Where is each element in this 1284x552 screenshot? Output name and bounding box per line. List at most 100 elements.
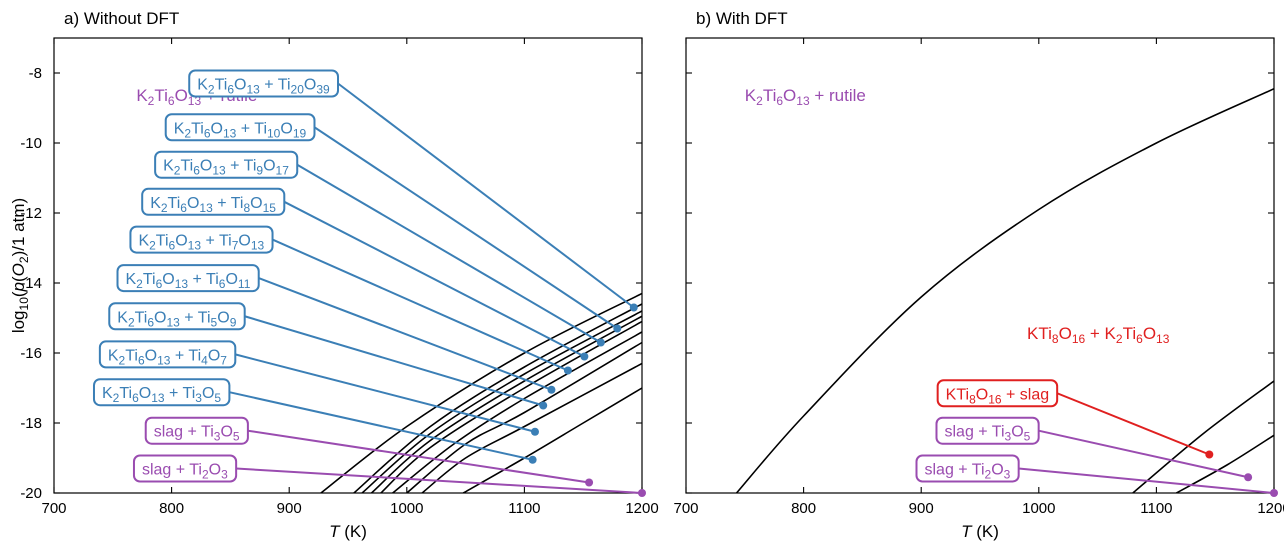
y-tick-label: -12	[20, 205, 42, 222]
leader-line	[1018, 467, 1275, 494]
data-marker	[613, 324, 622, 333]
x-tick-label: 700	[673, 500, 698, 517]
leader-line	[313, 126, 618, 330]
callout-text: K2Ti6O13 + Ti6O11	[126, 271, 251, 291]
x-tick-label: 900	[909, 500, 934, 517]
y-tick-label: -14	[20, 275, 42, 292]
phase-boundary-line	[1132, 380, 1274, 493]
phase-boundary-line	[462, 387, 642, 493]
phase-boundary-line	[353, 303, 642, 493]
region-label: KTi8O16 + K2Ti6O13	[1027, 324, 1170, 346]
data-marker	[547, 385, 556, 394]
callout-box	[164, 113, 316, 142]
phase-boundary-line	[320, 292, 642, 493]
callout-box	[92, 378, 231, 407]
x-axis-label: T (K)	[329, 522, 367, 541]
phase-boundary-line	[735, 88, 1274, 493]
callout-label: K2Ti6O13 + Ti20O39	[188, 69, 340, 98]
leader-line	[235, 353, 536, 433]
x-tick-label: 1100	[508, 500, 540, 517]
x-tick-label: 900	[277, 500, 302, 517]
callout-box	[116, 264, 260, 293]
plot-frame	[685, 37, 1275, 494]
data-marker	[1205, 450, 1214, 459]
phase-boundary-line	[406, 341, 642, 493]
leader-line	[296, 163, 602, 344]
callout-text: slag + Ti3O5	[944, 424, 1030, 444]
x-tick-label: 1200	[625, 500, 658, 517]
curves	[320, 292, 642, 493]
callout-label: K2Ti6O13 + Ti9O17	[154, 150, 299, 179]
panel-a: a) Without DFT 700 800 900 1000 1100 1200 -8 -10…	[9, 9, 659, 541]
panel-title: b) With DFT	[696, 9, 788, 28]
curves	[735, 88, 1274, 493]
x-tick-label: 800	[791, 500, 816, 517]
leader-line	[1056, 392, 1210, 456]
callout-text: K2Ti6O13 + Ti7O13	[138, 233, 264, 253]
data-marker	[596, 338, 605, 347]
callout-label: slag + Ti2O3	[132, 454, 238, 483]
callout-text: K2Ti6O13 + Ti20O39	[197, 77, 330, 97]
callout-label: K2Ti6O13 + Ti8O15	[141, 187, 286, 216]
data-marker	[580, 352, 589, 361]
callout-label: K2Ti6O13 + Ti7O13	[129, 225, 274, 254]
data-marker	[585, 478, 594, 487]
callout-box	[936, 379, 1059, 408]
callout-label: K2Ti6O13 + Ti4O7	[98, 340, 237, 369]
callout-label: slag + Ti3O5	[144, 416, 249, 445]
callout-box	[98, 340, 237, 369]
leader-line	[236, 467, 643, 494]
leader-line	[247, 429, 590, 484]
callout-box	[141, 187, 286, 216]
y-tick-label: -18	[20, 415, 42, 432]
callout-text: slag + Ti2O3	[142, 462, 228, 482]
callout-box	[188, 69, 340, 98]
callout-label: KTi8O16 + slag	[936, 379, 1059, 408]
data-marker	[563, 366, 572, 375]
callout-text: slag + Ti2O3	[924, 462, 1010, 482]
leader-line	[1038, 429, 1249, 479]
data-marker	[539, 401, 548, 410]
data-marker	[1244, 473, 1253, 482]
callout-label: slag + Ti3O5	[935, 416, 1040, 445]
x-axis-label: T (K)	[961, 522, 999, 541]
x-tick-label: 700	[41, 500, 66, 517]
leader-line	[337, 82, 635, 309]
callout-text: K2Ti6O13 + Ti3O5	[102, 385, 221, 405]
region-label: K2Ti6O13 + rutile	[745, 86, 866, 108]
x-tick-label: 1000	[390, 500, 423, 517]
leader-line	[229, 391, 533, 461]
data-marker	[1270, 489, 1278, 497]
x-tick-label: 800	[159, 500, 184, 517]
callout-box	[144, 416, 249, 445]
callout-label: K2Ti6O13 + Ti5O9	[108, 302, 246, 331]
callout-label: K2Ti6O13 + Ti10O19	[164, 113, 316, 142]
callout-box	[154, 150, 299, 179]
phase-boundary-line	[361, 310, 642, 493]
y-tick-label: -16	[20, 345, 42, 362]
x-tick-label: 1100	[1140, 500, 1172, 517]
callout-text: K2Ti6O13 + Ti5O9	[117, 309, 236, 329]
plot-frame	[53, 37, 643, 494]
x-tick-label: 1200	[1257, 500, 1284, 517]
phase-boundary-line	[392, 331, 642, 493]
panel-title: a) Without DFT	[64, 9, 179, 28]
callout-box	[108, 302, 246, 331]
y-axis-label: log10(p(O2)/1 atm)	[9, 198, 31, 333]
callout-text: K2Ti6O13 + Ti9O17	[163, 158, 289, 178]
callout-box	[129, 225, 274, 254]
callout-box	[132, 454, 238, 483]
leader-line	[258, 277, 552, 391]
callout-label: slag + Ti2O3	[915, 454, 1020, 483]
leader-line	[272, 238, 569, 372]
callout-label: K2Ti6O13 + Ti3O5	[92, 378, 231, 407]
phase-boundary-line	[1176, 434, 1274, 493]
callout-text: K2Ti6O13 + Ti8O15	[150, 195, 276, 215]
phase-boundary-line	[421, 362, 642, 493]
callout-box	[935, 416, 1040, 445]
y-tick-label: -20	[20, 485, 42, 502]
callout-box	[915, 454, 1020, 483]
data-marker	[528, 455, 537, 464]
phase-boundary-line	[380, 320, 642, 493]
